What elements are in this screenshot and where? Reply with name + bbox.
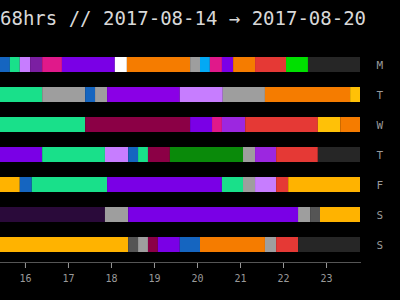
svg-text:W: W bbox=[377, 119, 384, 132]
svg-text:T: T bbox=[377, 89, 384, 102]
svg-text:23: 23 bbox=[320, 273, 332, 284]
svg-text:19: 19 bbox=[148, 273, 160, 284]
html-text:68hrs // 2017-08-14 → 2017-08-: 68hrs // 2017-08-14 → 2017-08-20 bbox=[0, 7, 366, 29]
svg-text:T: T bbox=[377, 149, 384, 162]
svg-text:S: S bbox=[377, 239, 384, 252]
svg-text:16: 16 bbox=[19, 273, 31, 284]
svg-text:22: 22 bbox=[277, 273, 289, 284]
svg-text:17: 17 bbox=[62, 273, 74, 284]
svg-text:M: M bbox=[377, 59, 384, 72]
svg-text:F: F bbox=[377, 179, 384, 192]
svg-text:21: 21 bbox=[234, 273, 246, 284]
svg-text:18: 18 bbox=[105, 273, 117, 284]
svg-text:S: S bbox=[377, 209, 384, 222]
svg-text:20: 20 bbox=[191, 273, 203, 284]
